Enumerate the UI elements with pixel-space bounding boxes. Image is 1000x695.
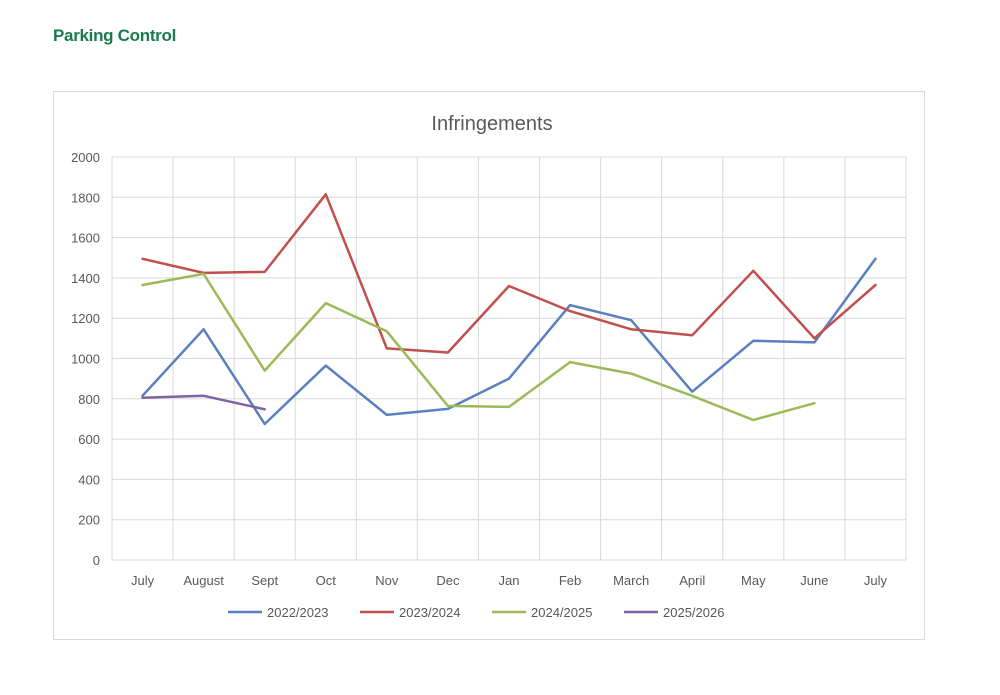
y-tick-label: 2000 xyxy=(71,150,100,165)
chart-container: Infringements 0 200 400 600 800 1000 1200 1400 1… xyxy=(53,91,925,640)
x-tick-label: April xyxy=(679,573,705,588)
legend-label: 2022/2023 xyxy=(267,605,328,620)
series-line xyxy=(141,257,877,426)
y-tick-label: 1400 xyxy=(71,271,100,286)
x-tick-label: Dec xyxy=(436,573,460,588)
x-axis: July August Sept Oct Nov Dec Jan Feb March April M… xyxy=(131,573,888,588)
y-tick-label: 1800 xyxy=(71,190,100,205)
y-tick-label: 400 xyxy=(78,472,100,487)
x-tick-label: May xyxy=(741,573,766,588)
legend: 2022/2023 2023/2024 2024/2025 2025/2026 xyxy=(228,605,724,620)
legend-label: 2025/2026 xyxy=(663,605,724,620)
y-tick-label: 800 xyxy=(78,392,100,407)
x-tick-label: Nov xyxy=(375,573,399,588)
y-tick-label: 1200 xyxy=(71,311,100,326)
infringements-chart: Infringements 0 200 400 600 800 1000 1200 1400 1… xyxy=(71,113,907,620)
legend-label: 2023/2024 xyxy=(399,605,460,620)
series-lines xyxy=(141,193,877,426)
x-tick-label: Sept xyxy=(251,573,278,588)
y-tick-label: 200 xyxy=(78,513,100,528)
page-heading: Parking Control xyxy=(53,26,177,45)
x-tick-label: Feb xyxy=(559,573,581,588)
legend-label: 2024/2025 xyxy=(531,605,592,620)
x-tick-label: March xyxy=(613,573,649,588)
x-tick-label: July xyxy=(864,573,888,588)
series-line xyxy=(141,394,266,411)
x-tick-label: August xyxy=(183,573,224,588)
y-tick-label: 600 xyxy=(78,432,100,447)
x-tick-label: June xyxy=(800,573,828,588)
x-tick-label: Oct xyxy=(316,573,337,588)
grid xyxy=(111,156,907,561)
y-axis: 0 200 400 600 800 1000 1200 1400 1600 1800 2000 xyxy=(71,150,100,568)
y-tick-label: 1600 xyxy=(71,231,100,246)
chart-title: Infringements xyxy=(431,113,552,135)
x-tick-label: Jan xyxy=(499,573,520,588)
x-tick-label: July xyxy=(131,573,155,588)
series-line xyxy=(141,193,877,354)
y-tick-label: 0 xyxy=(93,553,100,568)
y-tick-label: 1000 xyxy=(71,352,100,367)
series-line xyxy=(141,272,816,422)
